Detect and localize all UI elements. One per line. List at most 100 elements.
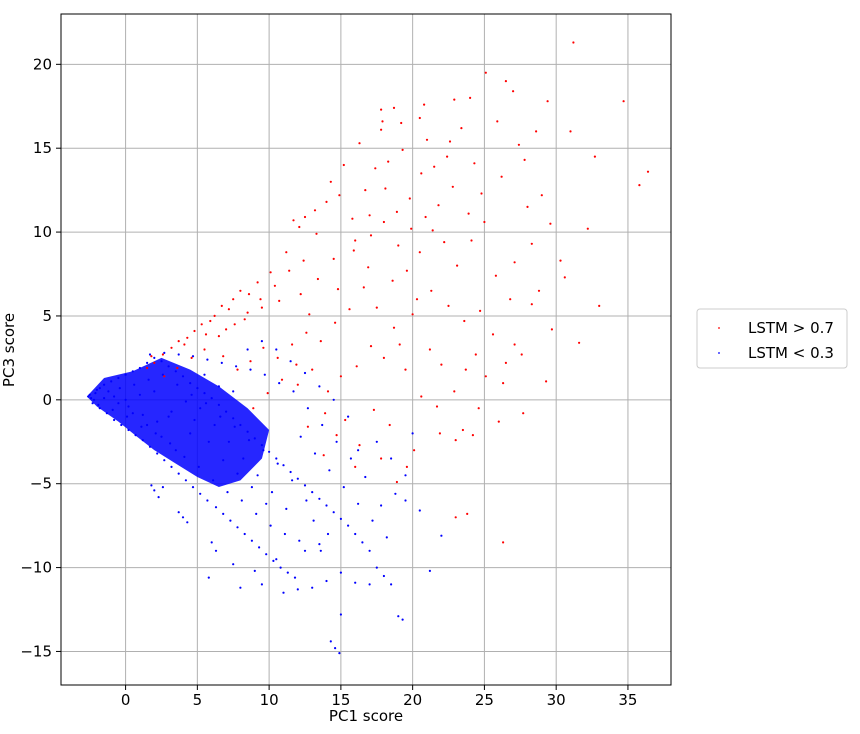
scatter-point xyxy=(440,534,443,537)
scatter-point xyxy=(141,413,144,416)
scatter-point xyxy=(190,393,193,396)
scatter-point xyxy=(163,351,166,354)
scatter-point xyxy=(174,370,177,373)
scatter-point xyxy=(371,519,374,522)
scatter-point xyxy=(348,308,351,311)
scatter-point xyxy=(299,435,302,438)
scatter-point xyxy=(325,579,328,583)
scatter-point xyxy=(222,459,225,462)
legend-marker-red xyxy=(718,327,720,329)
scatter-point xyxy=(98,387,101,390)
scatter-point xyxy=(138,393,141,396)
scatter-point xyxy=(303,484,307,487)
scatter-point xyxy=(479,309,482,312)
scatter-point xyxy=(453,390,456,393)
scatter-point xyxy=(513,261,516,264)
scatter-point xyxy=(160,360,163,363)
scatter-point xyxy=(315,232,318,235)
scatter-point xyxy=(124,398,127,401)
scatter-point xyxy=(523,158,526,161)
scatter-point xyxy=(214,549,218,552)
scatter-point xyxy=(500,175,503,178)
scatter-point xyxy=(163,375,166,378)
scatter-point xyxy=(646,170,650,173)
scatter-point xyxy=(217,385,220,388)
scatter-point xyxy=(131,412,134,415)
scatter-point xyxy=(105,412,108,415)
scatter-point xyxy=(367,266,370,269)
scatter-point xyxy=(443,241,446,244)
scatter-point xyxy=(380,457,383,460)
scatter-point xyxy=(428,569,431,573)
scatter-point xyxy=(220,361,223,364)
scatter-point xyxy=(329,180,332,183)
scatter-point xyxy=(110,380,113,383)
x-tick-label: 0 xyxy=(121,691,131,709)
scatter-point xyxy=(210,397,213,400)
scatter-point xyxy=(229,519,232,522)
scatter-point xyxy=(150,355,153,358)
scatter-point xyxy=(232,417,235,420)
y-axis-ticks: −15 −10 −5 0 5 10 15 20 xyxy=(20,55,61,660)
scatter-point xyxy=(598,304,601,307)
scatter-point xyxy=(269,271,272,274)
legend-label-lstm-low: LSTM < 0.3 xyxy=(748,344,834,362)
scatter-point xyxy=(303,371,307,375)
x-tick-label: 35 xyxy=(618,691,637,709)
scatter-point xyxy=(125,415,129,418)
scatter-point xyxy=(174,449,177,452)
scatter-point xyxy=(268,450,271,453)
scatter-point xyxy=(153,361,156,364)
x-tick-label: 10 xyxy=(260,691,279,709)
scatter-point xyxy=(246,430,249,433)
scatter-point xyxy=(269,524,272,527)
scatter-point xyxy=(217,335,220,338)
scatter-point xyxy=(250,539,253,542)
scatter-point xyxy=(153,390,156,393)
scatter-point xyxy=(183,343,186,346)
scatter-point xyxy=(296,383,299,386)
scatter-point xyxy=(347,415,350,418)
scatter-point xyxy=(111,408,114,411)
legend-box xyxy=(696,308,848,369)
scatter-point xyxy=(127,428,130,432)
scatter-point xyxy=(184,400,187,403)
scatter-point xyxy=(401,148,404,151)
scatter-point xyxy=(189,382,192,385)
scatter-point xyxy=(390,583,393,586)
scatter-point xyxy=(117,376,120,380)
scatter-point xyxy=(322,454,325,457)
scatter-point xyxy=(275,348,278,351)
scatter-point xyxy=(638,184,641,187)
scatter-point xyxy=(572,41,575,44)
scatter-point xyxy=(368,583,371,586)
scatter-point xyxy=(259,298,262,301)
scatter-point xyxy=(530,303,533,306)
scatter-point xyxy=(156,452,159,455)
scatter-point xyxy=(395,210,398,213)
scatter-point xyxy=(97,403,100,406)
scatter-point xyxy=(435,405,439,408)
scatter-point xyxy=(156,420,159,423)
scatter-point xyxy=(305,499,308,502)
scatter-point xyxy=(358,142,361,145)
scatter-point xyxy=(177,511,180,514)
scatter-point xyxy=(272,559,275,563)
scatter-point xyxy=(233,425,236,428)
scatter-point xyxy=(504,80,507,83)
scatter-point xyxy=(405,465,408,468)
x-tick-label: 25 xyxy=(475,691,494,709)
scatter-point xyxy=(118,387,121,390)
scatter-point xyxy=(332,398,335,401)
scatter-point xyxy=(295,363,298,366)
legend-label-lstm-high: LSTM > 0.7 xyxy=(748,319,834,337)
scatter-point xyxy=(161,486,164,489)
scatter-point xyxy=(321,423,324,427)
scatter-point xyxy=(278,299,281,302)
scatter-point xyxy=(372,408,375,411)
scatter-point xyxy=(387,160,390,163)
scatter-point xyxy=(316,277,319,281)
scatter-point xyxy=(334,321,337,324)
scatter-point xyxy=(354,239,357,242)
scatter-point xyxy=(212,479,215,482)
